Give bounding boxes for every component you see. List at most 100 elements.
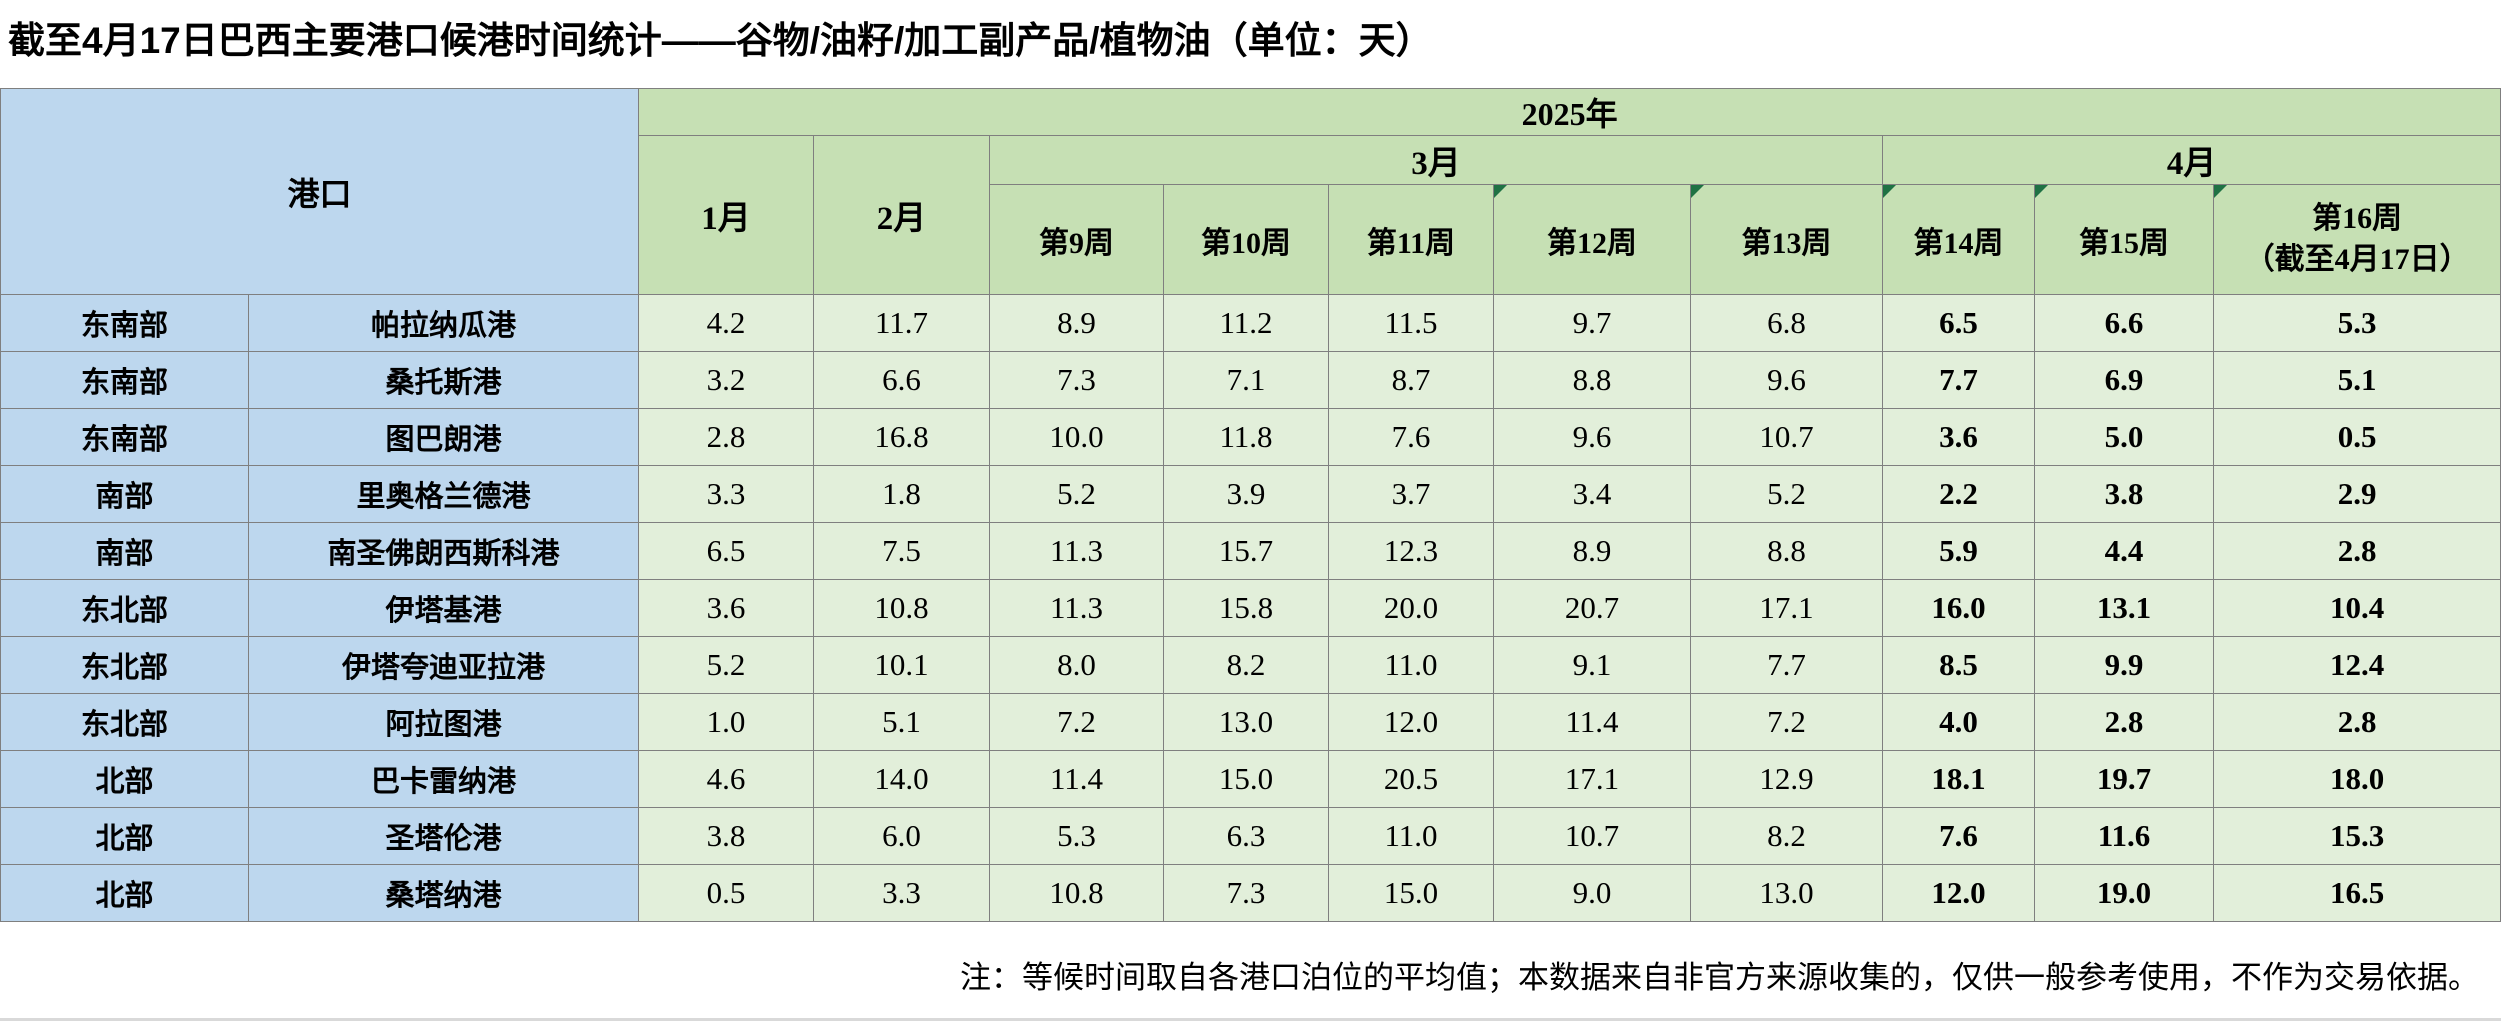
value-cell: 12.4: [2213, 636, 2501, 694]
table-row: 北部 巴卡雷纳港 4.6 14.0 11.4 15.0 20.5 17.1 12.9 18.1 19…: [0, 750, 2501, 808]
value-cell: 19.0: [2034, 864, 2215, 922]
value-cell: 7.5: [813, 522, 991, 580]
value-cell: 7.7: [1882, 351, 2036, 409]
cell-flag-icon: [1883, 185, 1897, 198]
value-cell: 5.2: [1690, 465, 1884, 523]
value-cell: 8.9: [989, 294, 1165, 352]
value-cell: 6.0: [813, 807, 991, 865]
value-cell: 15.0: [1328, 864, 1495, 922]
week-header-label: 第15周: [2079, 226, 2170, 260]
value-cell: 5.9: [1882, 522, 2036, 580]
value-cell: 3.7: [1328, 465, 1495, 523]
value-cell: 17.1: [1690, 579, 1884, 637]
month-header-jan: 1月: [638, 135, 815, 295]
table-row: 东南部 图巴朗港 2.8 16.8 10.0 11.8 7.6 9.6 10.7 3.6 5.0 0.…: [0, 408, 2501, 466]
value-cell: 6.9: [2034, 351, 2215, 409]
value-cell: 0.5: [638, 864, 815, 922]
port-name-cell: 阿拉图港: [247, 693, 640, 751]
value-cell: 2.8: [2213, 693, 2501, 751]
table-row: 东北部 伊塔夸迪亚拉港 5.2 10.1 8.0 8.2 11.0 9.1 7.7 8.5 9.9 1…: [0, 636, 2501, 694]
table-row: 南部 南圣佛朗西斯科港 6.5 7.5 11.3 15.7 12.3 8.9 8.8 5.9 4.4…: [0, 522, 2501, 580]
port-name-cell: 图巴朗港: [247, 408, 640, 466]
value-cell: 16.0: [1882, 579, 2036, 637]
week16-line2: （截至4月17日）: [2244, 242, 2470, 276]
value-cell: 11.3: [989, 579, 1165, 637]
value-cell: 10.7: [1493, 807, 1692, 865]
value-cell: 8.8: [1690, 522, 1884, 580]
month-header-mar: 3月: [989, 135, 1884, 185]
value-cell: 10.8: [989, 864, 1165, 922]
region-cell: 东北部: [0, 579, 249, 637]
region-cell: 北部: [0, 807, 249, 865]
value-cell: 3.3: [638, 465, 815, 523]
table-row: 东北部 阿拉图港 1.0 5.1 7.2 13.0 12.0 11.4 7.2 4.0 2.8 2.8: [0, 693, 2501, 751]
value-cell: 7.2: [1690, 693, 1884, 751]
value-cell: 2.2: [1882, 465, 2036, 523]
cell-flag-icon: [1494, 185, 1508, 198]
value-cell: 12.0: [1882, 864, 2036, 922]
value-cell: 11.5: [1328, 294, 1495, 352]
value-cell: 11.6: [2034, 807, 2215, 865]
value-cell: 3.6: [638, 579, 815, 637]
table-row: 东北部 伊塔基港 3.6 10.8 11.3 15.8 20.0 20.7 17.1 16.0 13…: [0, 579, 2501, 637]
value-cell: 4.0: [1882, 693, 2036, 751]
page-title: 截至4月17日巴西主要港口候港时间统计——谷物/油籽/加工副产品/植物油（单位：…: [8, 20, 1433, 61]
value-cell: 2.9: [2213, 465, 2501, 523]
value-cell: 2.8: [2034, 693, 2215, 751]
value-cell: 15.7: [1163, 522, 1330, 580]
week-header-9: 第9周: [989, 184, 1165, 295]
value-cell: 11.3: [989, 522, 1165, 580]
week-header-label: 第13周: [1741, 226, 1832, 260]
value-cell: 19.7: [2034, 750, 2215, 808]
month-header-feb: 2月: [813, 135, 991, 295]
value-cell: 3.9: [1163, 465, 1330, 523]
value-cell: 9.9: [2034, 636, 2215, 694]
value-cell: 7.3: [989, 351, 1165, 409]
region-cell: 南部: [0, 522, 249, 580]
value-cell: 15.0: [1163, 750, 1330, 808]
week16-line1: 第16周: [2312, 202, 2403, 235]
value-cell: 4.4: [2034, 522, 2215, 580]
value-cell: 5.2: [989, 465, 1165, 523]
value-cell: 1.0: [638, 693, 815, 751]
port-name-cell: 桑托斯港: [247, 351, 640, 409]
value-cell: 7.6: [1882, 807, 2036, 865]
value-cell: 10.4: [2213, 579, 2501, 637]
value-cell: 5.1: [2213, 351, 2501, 409]
value-cell: 5.2: [638, 636, 815, 694]
month-header-apr: 4月: [1882, 135, 2501, 185]
value-cell: 20.0: [1328, 579, 1495, 637]
value-cell: 4.2: [638, 294, 815, 352]
title-bar: 截至4月17日巴西主要港口候港时间统计——谷物/油籽/加工副产品/植物油（单位：…: [0, 0, 2501, 88]
value-cell: 13.0: [1163, 693, 1330, 751]
value-cell: 1.8: [813, 465, 991, 523]
value-cell: 10.1: [813, 636, 991, 694]
value-cell: 2.8: [2213, 522, 2501, 580]
footnote: 注：等候时间取自各港口泊位的平均值；本数据来自非官方来源收集的，仅供一般参考使用…: [960, 960, 2479, 995]
value-cell: 9.6: [1493, 408, 1692, 466]
value-cell: 14.0: [813, 750, 991, 808]
value-cell: 11.0: [1328, 807, 1495, 865]
value-cell: 3.8: [2034, 465, 2215, 523]
week-header-12: 第12周: [1493, 184, 1692, 295]
value-cell: 11.8: [1163, 408, 1330, 466]
value-cell: 7.1: [1163, 351, 1330, 409]
region-cell: 北部: [0, 750, 249, 808]
value-cell: 8.5: [1882, 636, 2036, 694]
value-cell: 15.3: [2213, 807, 2501, 865]
value-cell: 3.4: [1493, 465, 1692, 523]
cell-flag-icon: [2035, 185, 2049, 198]
value-cell: 3.3: [813, 864, 991, 922]
table-row: 东南部 帕拉纳瓜港 4.2 11.7 8.9 11.2 11.5 9.7 6.8 6.5 6.6 5.…: [0, 294, 2501, 352]
value-cell: 11.4: [989, 750, 1165, 808]
week-header-16: 第16周 （截至4月17日）: [2213, 184, 2501, 295]
value-cell: 5.0: [2034, 408, 2215, 466]
region-cell: 北部: [0, 864, 249, 922]
week-header-10: 第10周: [1163, 184, 1330, 295]
week-header-14: 第14周: [1882, 184, 2036, 295]
value-cell: 3.8: [638, 807, 815, 865]
port-waiting-time-table: 港口 2025年 1月 2月 3月 4月 第9周 第10周 第11周 第12周 …: [0, 88, 2501, 922]
region-cell: 东南部: [0, 408, 249, 466]
year-header-row: 港口 2025年: [0, 88, 2501, 295]
cell-flag-icon: [1691, 185, 1705, 198]
